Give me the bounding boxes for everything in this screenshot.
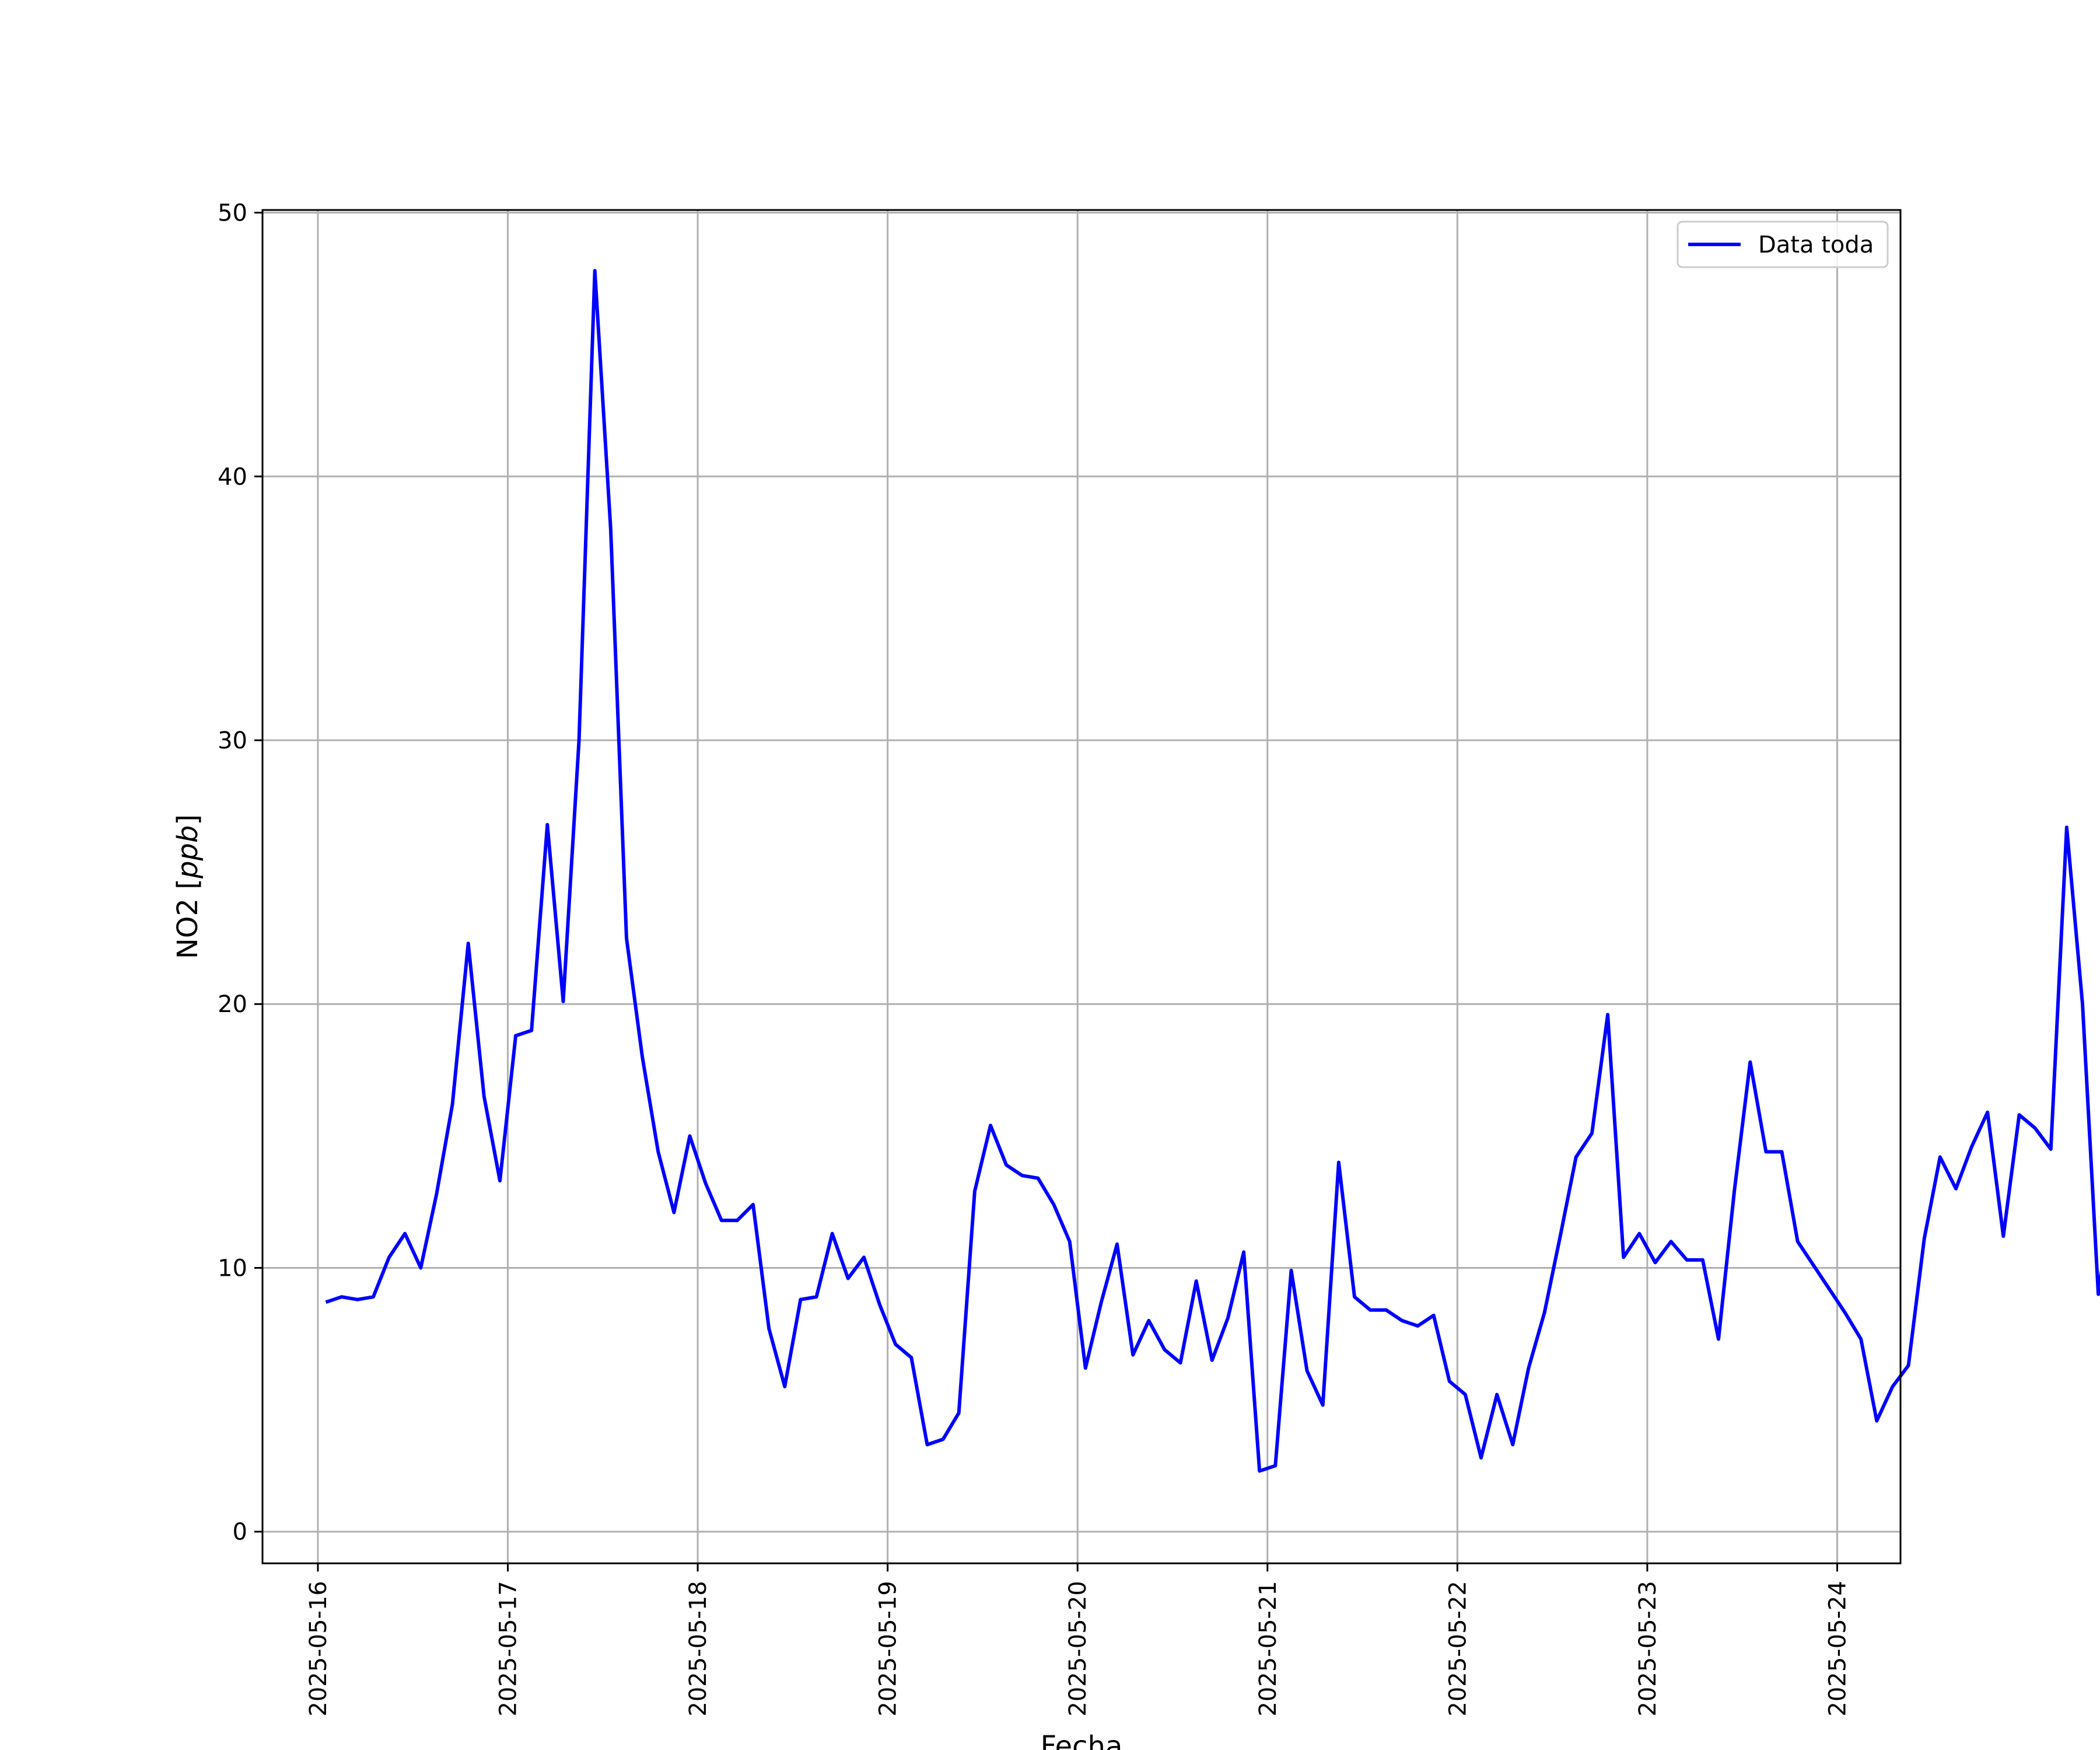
- series-line: [325, 269, 2100, 1473]
- y-axis-title-unit: ppb: [172, 825, 204, 879]
- axis-ticks: 0 10 20 30 40 50 2025-05-16 2025-05-17 2025-05-1…: [218, 200, 1851, 1717]
- legend-label: Data toda: [1758, 232, 1874, 258]
- x-tick-label: 2025-05-21: [1255, 1581, 1282, 1716]
- x-tick-label: 2025-05-17: [495, 1581, 522, 1716]
- x-axis-title: Fecha: [1041, 1730, 1123, 1750]
- y-axis-title: NO2 [ppb]: [172, 814, 204, 959]
- y-tick-label: 20: [218, 991, 247, 1018]
- y-tick-label: 0: [233, 1519, 247, 1546]
- y-tick-label: 40: [218, 464, 247, 491]
- series-layer: [325, 269, 2100, 1473]
- legend: Data toda: [1676, 220, 1889, 268]
- y-tick-label: 30: [218, 727, 247, 754]
- x-tick-label: 2025-05-16: [305, 1581, 332, 1716]
- x-tick-label: 2025-05-19: [875, 1581, 902, 1716]
- x-tick-label: 2025-05-18: [685, 1581, 712, 1716]
- y-axis-title-close: ]: [172, 814, 204, 825]
- x-tick-label: 2025-05-23: [1634, 1581, 1661, 1716]
- x-tick-label: 2025-05-24: [1824, 1581, 1851, 1716]
- legend-box: [1676, 220, 1889, 268]
- x-tick-label: 2025-05-20: [1065, 1581, 1091, 1716]
- y-axis-title-text: NO2 [: [172, 878, 204, 959]
- y-tick-label: 10: [218, 1255, 247, 1282]
- plot-frame: [261, 209, 1902, 1564]
- grid: [262, 210, 1901, 1563]
- x-tick-label: 2025-05-22: [1444, 1581, 1471, 1716]
- y-tick-label: 50: [218, 200, 247, 227]
